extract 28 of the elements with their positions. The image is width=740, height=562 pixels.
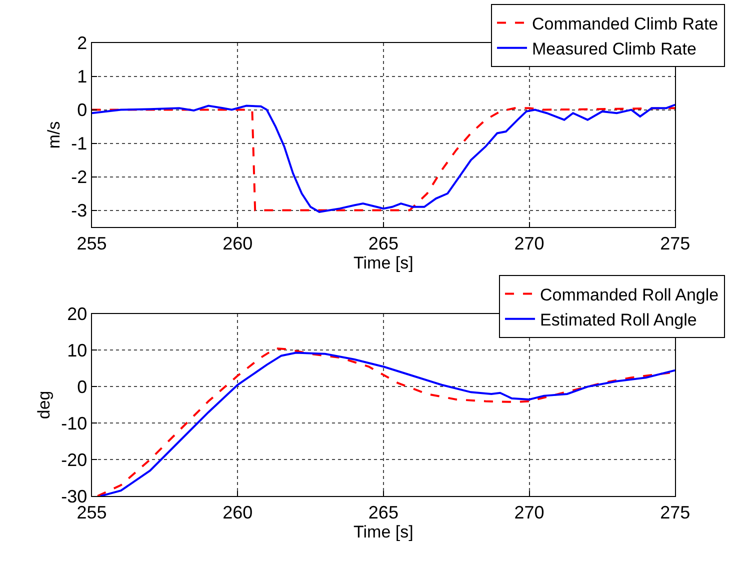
y-tick-label: -10: [61, 413, 88, 434]
x-tick-label: 270: [514, 502, 544, 523]
x-tick-label: 270: [514, 234, 544, 254]
x-tick-label: 275: [660, 502, 690, 523]
y-tick-label: 2: [77, 33, 88, 54]
x-axis-title: Time [s]: [354, 254, 414, 273]
x-tick-label: 260: [222, 502, 253, 523]
y-tick-label: -20: [61, 450, 88, 470]
legend-label: Estimated Roll Angle: [540, 310, 697, 330]
y-tick-label: 0: [77, 377, 88, 397]
legend-label: Commanded Roll Angle: [540, 285, 719, 304]
y-tick-label: -2: [71, 167, 88, 188]
y-tick-label: 20: [67, 304, 88, 324]
y-tick-label: -3: [71, 200, 88, 221]
y-tick-label: 1: [77, 66, 88, 87]
x-tick-label: 260: [222, 234, 253, 254]
y-tick-label: 10: [67, 340, 88, 361]
y-tick-label: 0: [77, 100, 88, 120]
x-axis-title: Time [s]: [354, 522, 414, 542]
legend-label: Measured Climb Rate: [532, 39, 696, 58]
legend-label: Commanded Climb Rate: [532, 14, 718, 34]
x-tick-label: 265: [368, 502, 398, 523]
y-axis-title: deg: [34, 390, 54, 420]
x-tick-label: 255: [76, 234, 107, 254]
y-axis-title: m/s: [44, 121, 64, 149]
x-tick-label: 275: [660, 234, 690, 254]
x-tick-label: 265: [368, 234, 398, 254]
y-tick-label: -1: [71, 134, 88, 154]
